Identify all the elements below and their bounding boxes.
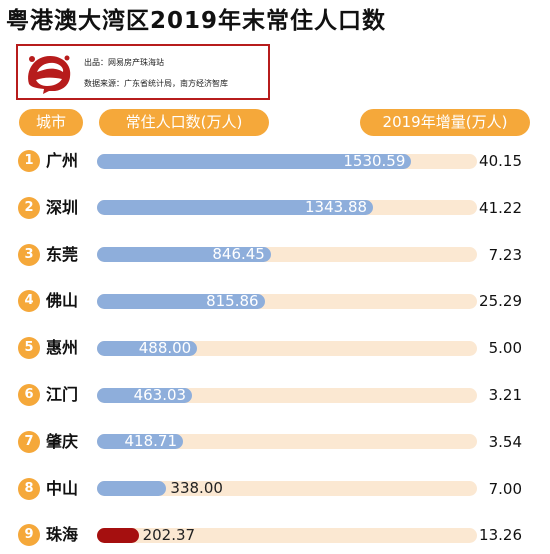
city-label: 惠州	[46, 338, 79, 358]
population-bar	[97, 293, 265, 309]
rank-badge: 9	[18, 524, 40, 547]
rank-badge: 4	[18, 290, 40, 313]
increase-value: 3.21	[488, 386, 522, 404]
population-value-label: 463.03	[133, 385, 187, 404]
population-bar	[97, 153, 412, 169]
increase-value: 7.23	[488, 245, 522, 264]
population-bar	[97, 481, 167, 497]
city-label: 肇庆	[46, 431, 79, 451]
population-bar	[97, 434, 183, 450]
source-line-data: 数据来源：广东省统计局，南方经济智库	[84, 79, 228, 88]
rank-badge: 8	[18, 477, 40, 500]
netease-logo-icon	[28, 55, 71, 94]
source-info-box: 出品：网易房产珠海站 数据来源：广东省统计局，南方经济智库	[16, 44, 270, 100]
population-value-label: 1530.59	[343, 151, 406, 170]
population-value-label: 846.45	[212, 245, 265, 264]
city-label: 深圳	[46, 197, 79, 217]
increase-value: 3.54	[488, 432, 522, 451]
population-bar	[97, 200, 374, 216]
city-label: 佛山	[46, 291, 79, 311]
page-title: 粤港澳大湾区2019年末常住人口数	[6, 8, 387, 34]
population-value-label: 202.37	[142, 525, 196, 544]
bar-track	[97, 434, 477, 450]
population-value-label: 338.00	[170, 479, 223, 498]
increase-value: 25.29	[479, 292, 522, 311]
population-value-label: 1343.88	[305, 198, 368, 217]
city-label: 江门	[46, 385, 79, 404]
increase-value: 13.26	[479, 526, 522, 545]
rank-badge: 2	[18, 196, 40, 219]
header-city: 城市	[19, 109, 83, 136]
population-value-label: 815.86	[206, 291, 259, 310]
population-value-label: 488.00	[138, 338, 192, 357]
rank-badge: 1	[18, 150, 40, 172]
city-label: 中山	[46, 478, 79, 498]
bar-track	[97, 387, 477, 403]
city-label: 珠海	[46, 525, 79, 545]
rank-badge: 5	[18, 337, 40, 360]
bar-track	[97, 527, 477, 543]
city-label: 东莞	[46, 244, 79, 264]
increase-value: 40.15	[479, 152, 522, 170]
increase-value: 41.22	[479, 198, 522, 217]
source-line-producer: 出品：网易房产珠海站	[84, 58, 164, 67]
increase-value: 7.00	[488, 479, 522, 498]
rank-badge: 7	[18, 430, 40, 453]
header-population: 常住人口数(万人)	[99, 109, 269, 136]
population-bar	[97, 340, 198, 356]
population-bar	[97, 527, 139, 543]
population-bar	[97, 247, 271, 263]
bar-track	[97, 481, 477, 497]
population-bar	[97, 387, 193, 403]
city-label: 广州	[46, 151, 79, 170]
header-increase: 2019年增量(万人)	[360, 109, 530, 136]
rank-badge: 3	[18, 243, 40, 266]
rank-badge: 6	[18, 384, 40, 406]
population-value-label: 418.71	[124, 432, 178, 451]
increase-value: 5.00	[488, 339, 522, 358]
